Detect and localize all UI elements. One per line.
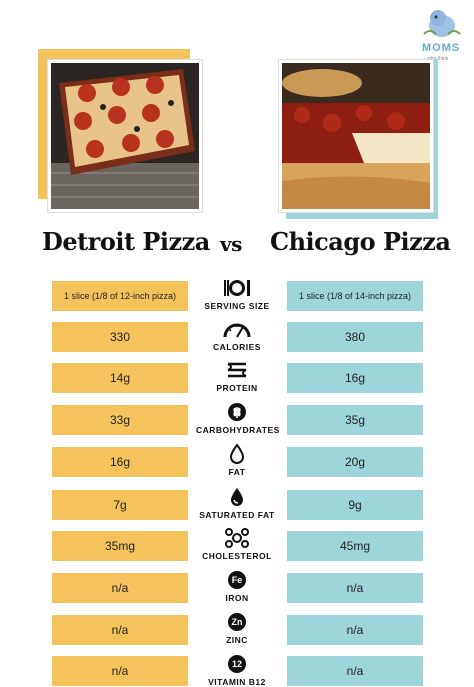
carbohydrates-label: CARBOHYDRATES [196, 425, 280, 435]
calories-row-label-group: CALORIES [196, 318, 278, 352]
gauge-icon [223, 323, 251, 338]
detroit-vitamin-b12: n/a [52, 656, 188, 686]
detroit-title: Detroit Pizza [42, 227, 210, 256]
detroit-iron: n/a [52, 573, 188, 603]
chicago-serving-size: 1 slice (1/8 of 14-inch pizza) [287, 281, 423, 311]
chicago-title: Chicago Pizza [270, 227, 451, 256]
moms-logo: MOMS who think [416, 6, 468, 64]
protein-icon [227, 362, 247, 378]
serving-size-row-label-group: SERVING SIZE [196, 277, 278, 311]
detroit-protein: 14g [52, 363, 188, 393]
vitamin-b12-label: VITAMIN B12 [208, 677, 266, 687]
zinc-icon: Zn [228, 613, 246, 631]
chicago-protein: 16g [287, 363, 423, 393]
protein-label: PROTEIN [216, 383, 258, 393]
vitamin-b12-icon: 12 [228, 655, 246, 673]
iron-row-label-group: Fe IRON [196, 569, 278, 603]
molecule-icon [225, 528, 249, 548]
drop-filled-icon [231, 488, 243, 506]
detroit-zinc: n/a [52, 615, 188, 645]
protein-row-label-group: PROTEIN [196, 359, 278, 393]
detroit-serving-size: 1 slice (1/8 of 12-inch pizza) [52, 281, 188, 311]
chicago-pizza-photo [279, 60, 433, 212]
saturated-fat-row-label-group: SATURATED FAT [196, 486, 278, 520]
chicago-iron: n/a [287, 573, 423, 603]
detroit-carbohydrates: 33g [52, 405, 188, 435]
chicago-carbohydrates: 35g [287, 405, 423, 435]
drop-icon [229, 443, 245, 464]
detroit-saturated-fat: 7g [52, 490, 188, 520]
detroit-fat: 16g [52, 447, 188, 477]
chicago-fat: 20g [287, 447, 423, 477]
chicago-saturated-fat: 9g [287, 490, 423, 520]
plate-cutlery-icon [224, 280, 250, 296]
chicago-vitamin-b12: n/a [287, 656, 423, 686]
serving-size-label: SERVING SIZE [204, 301, 270, 311]
vitamin-b12-row-label-group: 12 VITAMIN B12 [196, 653, 278, 687]
chicago-zinc: n/a [287, 615, 423, 645]
saturated-fat-label: SATURATED FAT [199, 510, 275, 520]
cholesterol-row-label-group: CHOLESTEROL [196, 527, 278, 561]
zinc-row-label-group: Zn ZINC [196, 611, 278, 645]
detroit-cholesterol: 35mg [52, 531, 188, 561]
detroit-pizza-photo [48, 60, 202, 212]
chicago-calories: 380 [287, 322, 423, 352]
iron-label: IRON [225, 593, 249, 603]
calories-label: CALORIES [213, 342, 261, 352]
fat-row-label-group: FAT [196, 443, 278, 477]
fat-label: FAT [228, 467, 246, 477]
detroit-calories: 330 [52, 322, 188, 352]
zinc-label: ZINC [226, 635, 248, 645]
wheat-icon [228, 403, 246, 421]
elephant-logo-icon [423, 10, 461, 37]
iron-icon: Fe [228, 571, 246, 589]
vs-label: vs [220, 232, 242, 256]
carbohydrates-row-label-group: CARBOHYDRATES [196, 401, 280, 435]
logo-text: MOMS [422, 42, 461, 54]
cholesterol-label: CHOLESTEROL [202, 551, 272, 561]
chicago-cholesterol: 45mg [287, 531, 423, 561]
